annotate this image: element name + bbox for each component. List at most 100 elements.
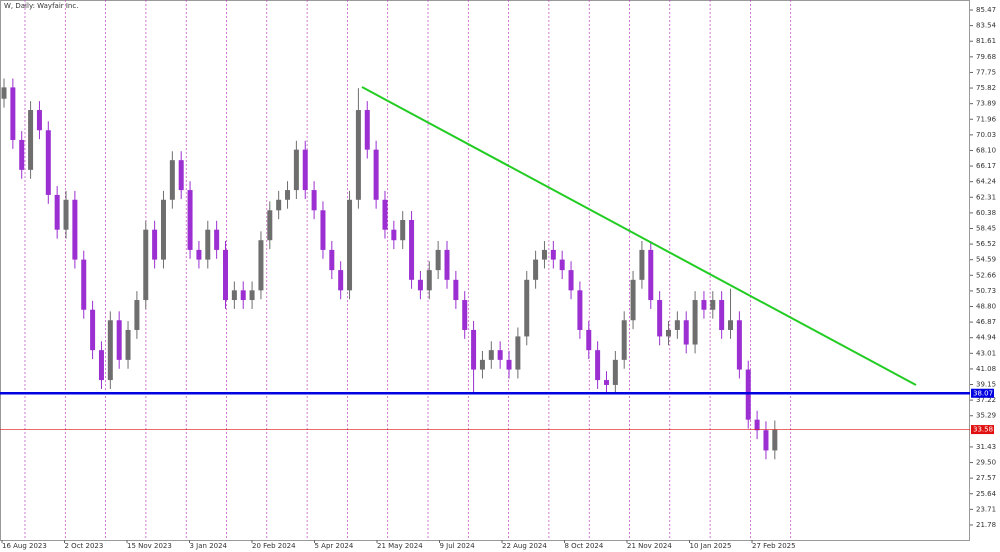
y-tick-label: 77.75 <box>976 68 996 76</box>
x-tick-label: 10 Jan 2025 <box>690 542 732 550</box>
y-tick-label: 79.68 <box>976 53 996 61</box>
support-label-box <box>971 388 994 398</box>
candle-body <box>736 320 742 370</box>
candle-body <box>152 229 158 260</box>
candle-body <box>329 249 335 271</box>
candle-body <box>612 359 618 385</box>
y-tick-label: 73.89 <box>976 100 996 108</box>
candle-body <box>541 249 547 260</box>
candle-body <box>187 190 193 250</box>
x-tick-label: 5 Apr 2024 <box>315 542 354 550</box>
candle-body <box>488 350 494 360</box>
candle-body <box>391 229 397 241</box>
x-tick-label: 22 Aug 2024 <box>502 542 547 550</box>
y-tick-label: 50.73 <box>976 287 996 295</box>
x-tick-label: 15 Nov 2023 <box>127 542 172 550</box>
candle-body <box>435 249 441 271</box>
candle-body <box>515 336 521 370</box>
candle-body <box>710 300 716 310</box>
support-label: 38.07 <box>973 389 993 397</box>
y-tick-label: 39.15 <box>976 381 996 389</box>
candle-body <box>630 279 636 321</box>
candle-body <box>116 320 122 360</box>
candle-body <box>311 190 317 211</box>
y-tick-label: 37.22 <box>976 396 996 404</box>
candle-body <box>258 240 264 291</box>
candle-body <box>497 350 503 360</box>
candle-body <box>293 149 299 191</box>
y-tick-label: 27.57 <box>976 474 996 482</box>
candle-body <box>559 259 565 271</box>
y-tick-label: 68.10 <box>976 146 996 154</box>
candle-body <box>648 249 654 301</box>
x-tick-label: 2 Oct 2023 <box>65 542 104 550</box>
candle-body <box>506 359 512 370</box>
candle-body <box>373 149 379 200</box>
y-tick-label: 21.78 <box>976 521 996 529</box>
candle-body <box>550 249 556 260</box>
candle-body <box>63 199 69 230</box>
y-tick-label: 62.31 <box>976 193 996 201</box>
y-tick-label: 44.94 <box>976 334 997 342</box>
candle-body <box>444 249 450 280</box>
candle-body <box>1 87 7 99</box>
candle-body <box>19 139 25 170</box>
candle-body <box>231 290 237 301</box>
candle-body <box>81 259 87 310</box>
y-tick-label: 81.61 <box>976 37 996 45</box>
y-tick-label: 43.01 <box>976 349 996 357</box>
x-tick-label: 21 Nov 2024 <box>627 542 672 550</box>
candle-body <box>586 329 592 351</box>
chart-title: W, Daily: Wayfair Inc. <box>4 2 78 10</box>
candle-body <box>285 190 291 200</box>
candle-body <box>276 199 282 211</box>
candle-body <box>28 110 34 170</box>
x-tick-label: 9 Jul 2024 <box>440 542 476 550</box>
candle-body <box>754 419 760 431</box>
candle-body <box>728 320 734 330</box>
candle-body <box>347 199 353 291</box>
candle-body <box>772 429 778 451</box>
candle-body <box>692 300 698 345</box>
plot-frame <box>0 0 970 541</box>
candle-body <box>683 320 689 345</box>
x-tick-label: 27 Feb 2025 <box>752 542 796 550</box>
candle-body <box>453 279 459 301</box>
candle-body <box>338 270 344 291</box>
candle-body <box>249 290 255 301</box>
candle-body <box>45 130 51 195</box>
candle-body <box>639 249 645 280</box>
y-tick-label: 56.52 <box>976 240 996 248</box>
candle-body <box>595 350 601 381</box>
candle-body <box>214 229 220 250</box>
y-tick-label: 71.96 <box>976 115 997 123</box>
candle-body <box>479 359 485 370</box>
candle-body <box>54 194 60 230</box>
y-tick-label: 23.71 <box>976 505 996 513</box>
candle-body <box>382 199 388 230</box>
candle-body <box>745 369 751 420</box>
candle-body <box>169 160 175 200</box>
candle-body <box>143 229 149 301</box>
y-tick-label: 48.80 <box>976 303 996 311</box>
x-tick-label: 3 Jan 2024 <box>190 542 228 550</box>
y-tick-label: 58.45 <box>976 224 996 232</box>
candle-body <box>666 329 671 337</box>
candle-body <box>160 199 166 260</box>
candle-body <box>355 110 361 200</box>
candle-body <box>763 430 769 451</box>
candle-body <box>674 320 680 330</box>
candle-body <box>568 270 574 291</box>
y-tick-label: 35.29 <box>976 412 996 420</box>
y-tick-label: 41.08 <box>976 365 996 373</box>
candle-body <box>524 279 530 337</box>
y-tick-label: 46.87 <box>976 318 996 326</box>
y-tick-label: 60.38 <box>976 209 996 217</box>
candle-body <box>533 259 539 280</box>
y-tick-label: 52.66 <box>976 271 997 279</box>
candle-body <box>701 300 707 310</box>
candle-body <box>462 300 468 330</box>
candle-body <box>178 160 184 191</box>
candle-body <box>205 229 211 260</box>
